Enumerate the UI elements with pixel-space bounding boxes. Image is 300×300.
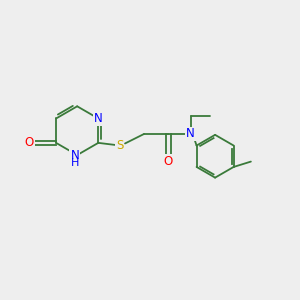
Text: N: N (70, 149, 79, 162)
Text: O: O (164, 155, 173, 168)
Text: N: N (186, 128, 195, 140)
Text: O: O (25, 136, 34, 149)
Text: S: S (116, 139, 123, 152)
Text: H: H (70, 158, 79, 168)
Text: N: N (94, 112, 103, 125)
